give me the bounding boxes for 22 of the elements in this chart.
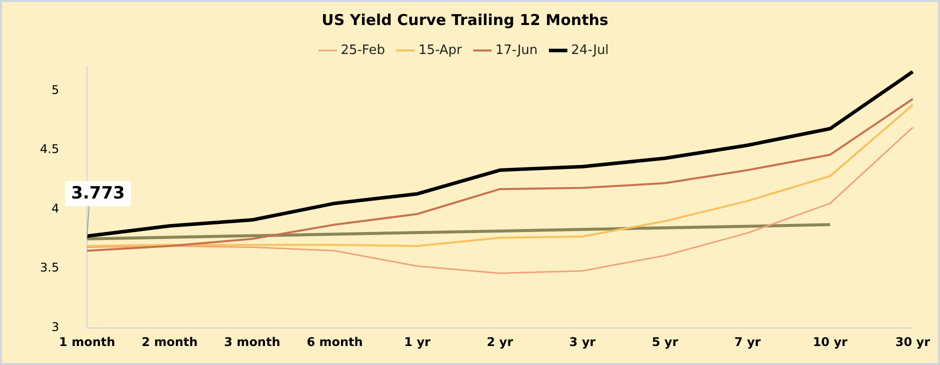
x-tick-label: 2 month	[142, 335, 198, 350]
x-tick-label: 2 yr	[486, 335, 514, 350]
y-tick-label: 5	[51, 82, 60, 97]
y-tick-label: 3.5	[40, 260, 60, 275]
y-tick-label: 4	[51, 201, 60, 216]
x-tick-label: 6 month	[306, 335, 363, 350]
legend-label: 17-Jun	[495, 42, 538, 58]
legend-label: 25-Feb	[340, 42, 385, 58]
annotation: 3.773	[71, 184, 125, 204]
chart-title: US Yield Curve Trailing 12 Months	[322, 10, 608, 29]
x-tick-label: 5 yr	[652, 335, 678, 350]
x-tick-label: 10 yr	[812, 335, 848, 350]
x-tick-label: 3 month	[224, 335, 280, 350]
x-tick-label: 1 yr	[404, 335, 431, 350]
legend-label: 24-Jul	[571, 42, 609, 58]
legend-label: 15-Apr	[418, 42, 463, 58]
x-tick-label: 30 yr	[895, 335, 930, 350]
y-tick-label: 4.5	[40, 142, 60, 156]
x-tick-label: 1 month	[59, 335, 116, 350]
x-tick-label: 7 yr	[734, 335, 761, 350]
x-tick-label: 3 yr	[569, 335, 596, 350]
y-tick-label: 3	[51, 320, 60, 334]
